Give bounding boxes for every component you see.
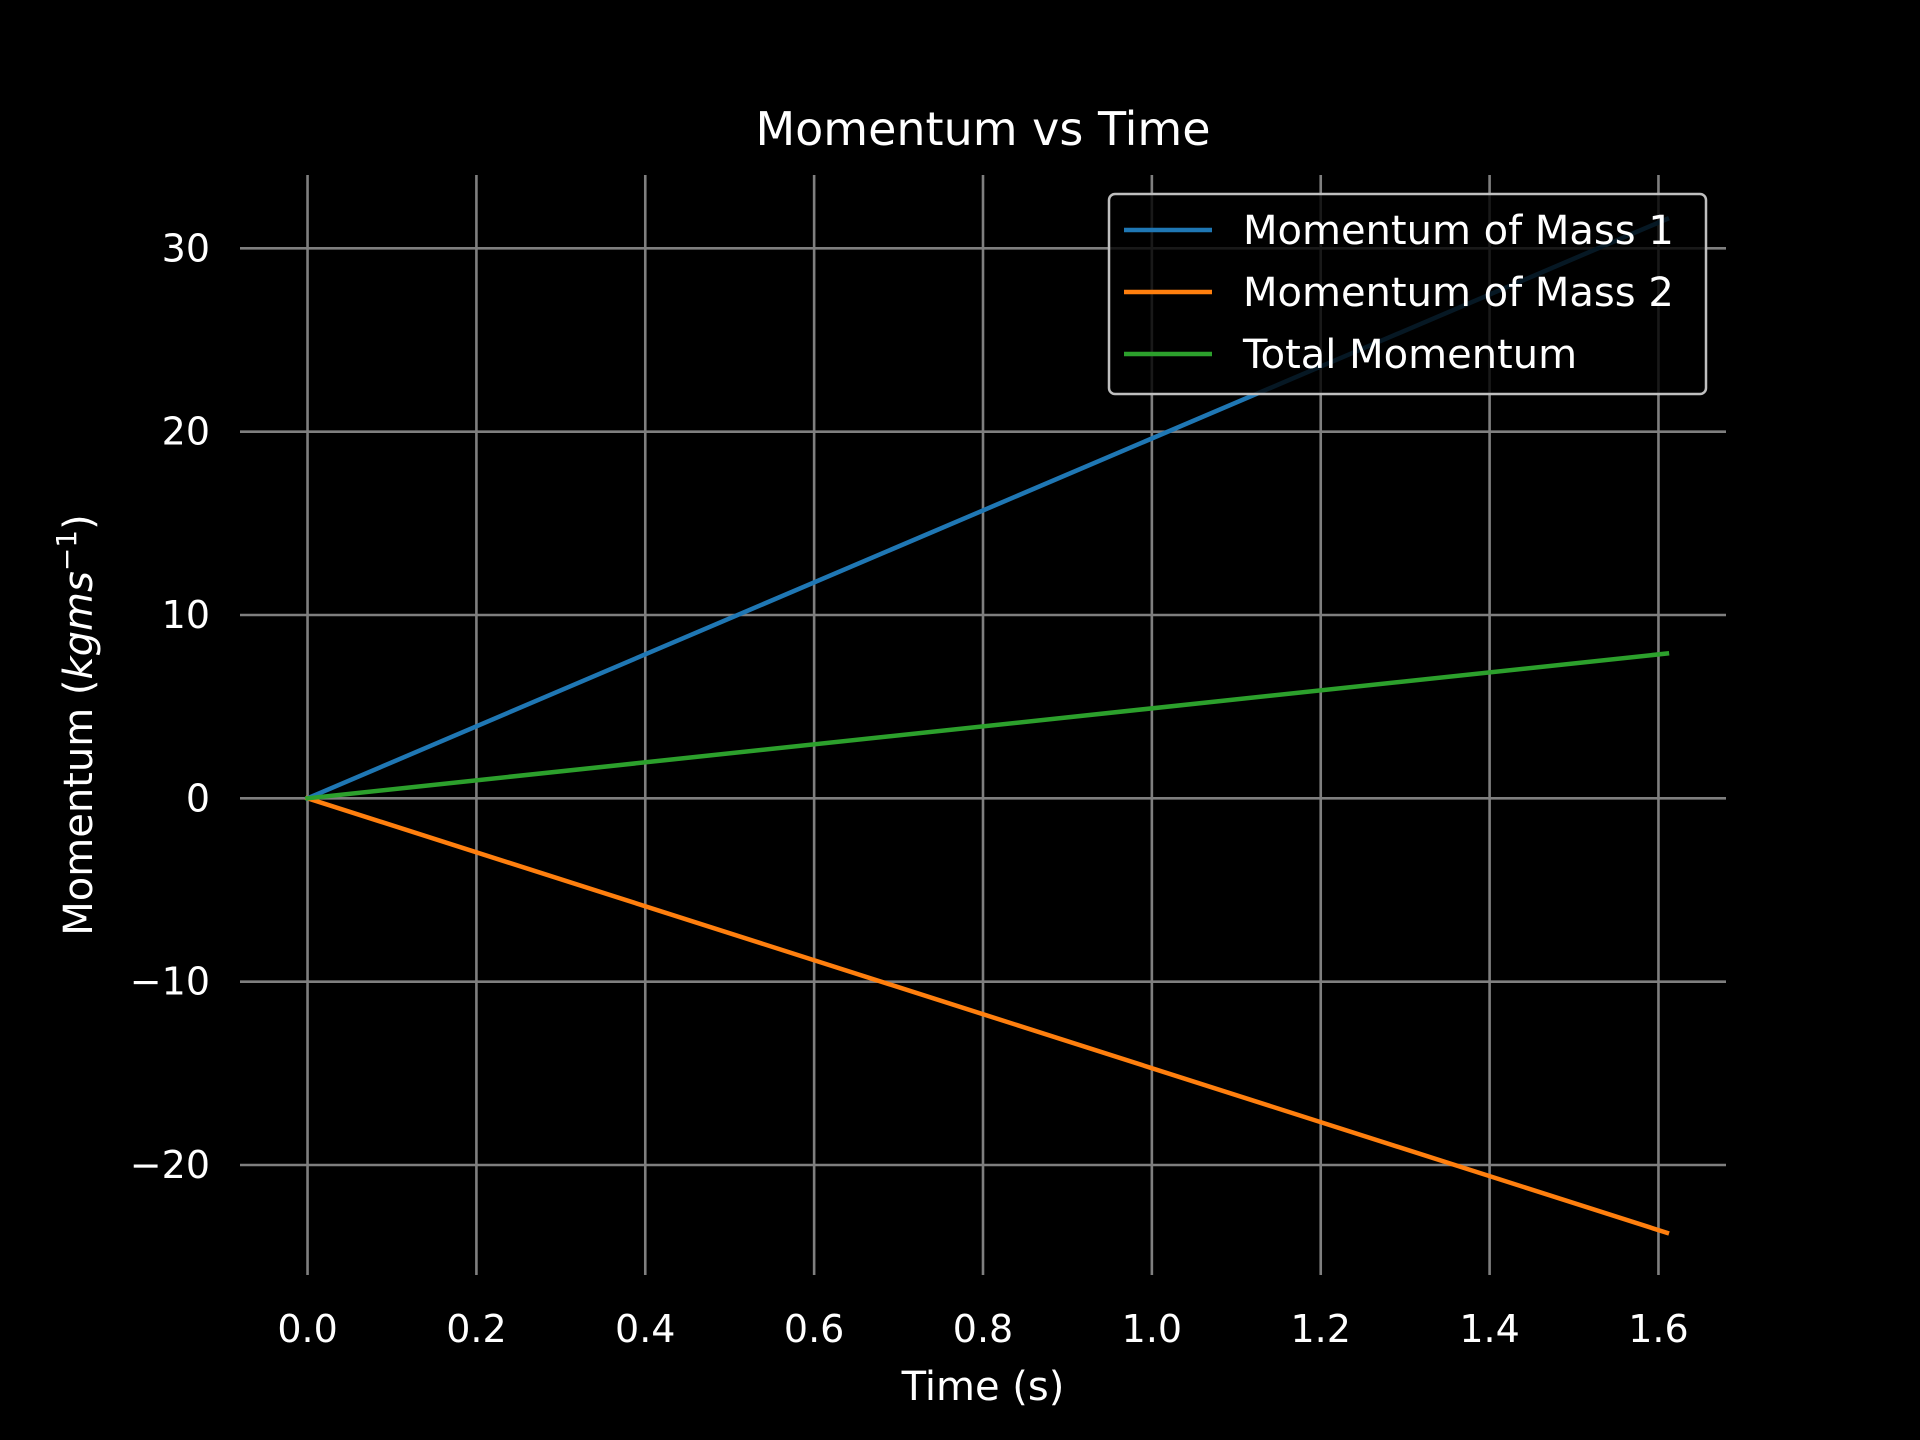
x-tick-label: 1.6	[1628, 1307, 1688, 1351]
legend-entry-label: Momentum of Mass 2	[1243, 270, 1674, 316]
x-tick-label: 0.4	[615, 1307, 675, 1351]
y-tick-label: 20	[162, 410, 210, 454]
x-tick-label: 1.0	[1122, 1307, 1182, 1351]
y-axis-label-exponent: −1	[50, 530, 83, 571]
x-tick-label: 0.6	[784, 1307, 844, 1351]
x-tick-label: 1.2	[1291, 1307, 1351, 1351]
y-tick-label: 10	[162, 593, 210, 637]
y-axis-label-prefix: Momentum (	[56, 680, 102, 936]
x-tick-label: 0.0	[277, 1307, 337, 1351]
y-tick-label: −10	[130, 960, 210, 1004]
x-axis-label: Time (s)	[901, 1364, 1065, 1410]
chart-title: Momentum vs Time	[755, 102, 1210, 156]
x-tick-labels: 0.0 0.2 0.4 0.6 0.8 1.0 1.2 1.4 1.6	[277, 1307, 1688, 1351]
y-tick-label: 0	[186, 776, 210, 820]
x-tick-label: 0.8	[953, 1307, 1013, 1351]
legend-entry-label: Total Momentum	[1242, 332, 1577, 378]
y-axis-label: Momentum (kgms−1)	[50, 514, 102, 935]
y-axis-label-suffix: )	[56, 514, 102, 530]
legend: Momentum of Mass 1 Momentum of Mass 2 Tota…	[1107, 192, 1708, 396]
legend-frame	[1107, 192, 1708, 396]
series-line-2	[304, 795, 1670, 1236]
y-axis-label-units: kgms	[56, 571, 102, 679]
legend-entry-label: Momentum of Mass 1	[1243, 208, 1674, 254]
series-line-3	[305, 651, 1670, 801]
y-tick-label: −20	[130, 1143, 210, 1187]
y-tick-label: 30	[162, 226, 210, 270]
y-tick-labels: −20 −10 0 10 20 30	[130, 226, 210, 1187]
x-tick-label: 1.4	[1459, 1307, 1519, 1351]
x-tick-label: 0.2	[446, 1307, 506, 1351]
